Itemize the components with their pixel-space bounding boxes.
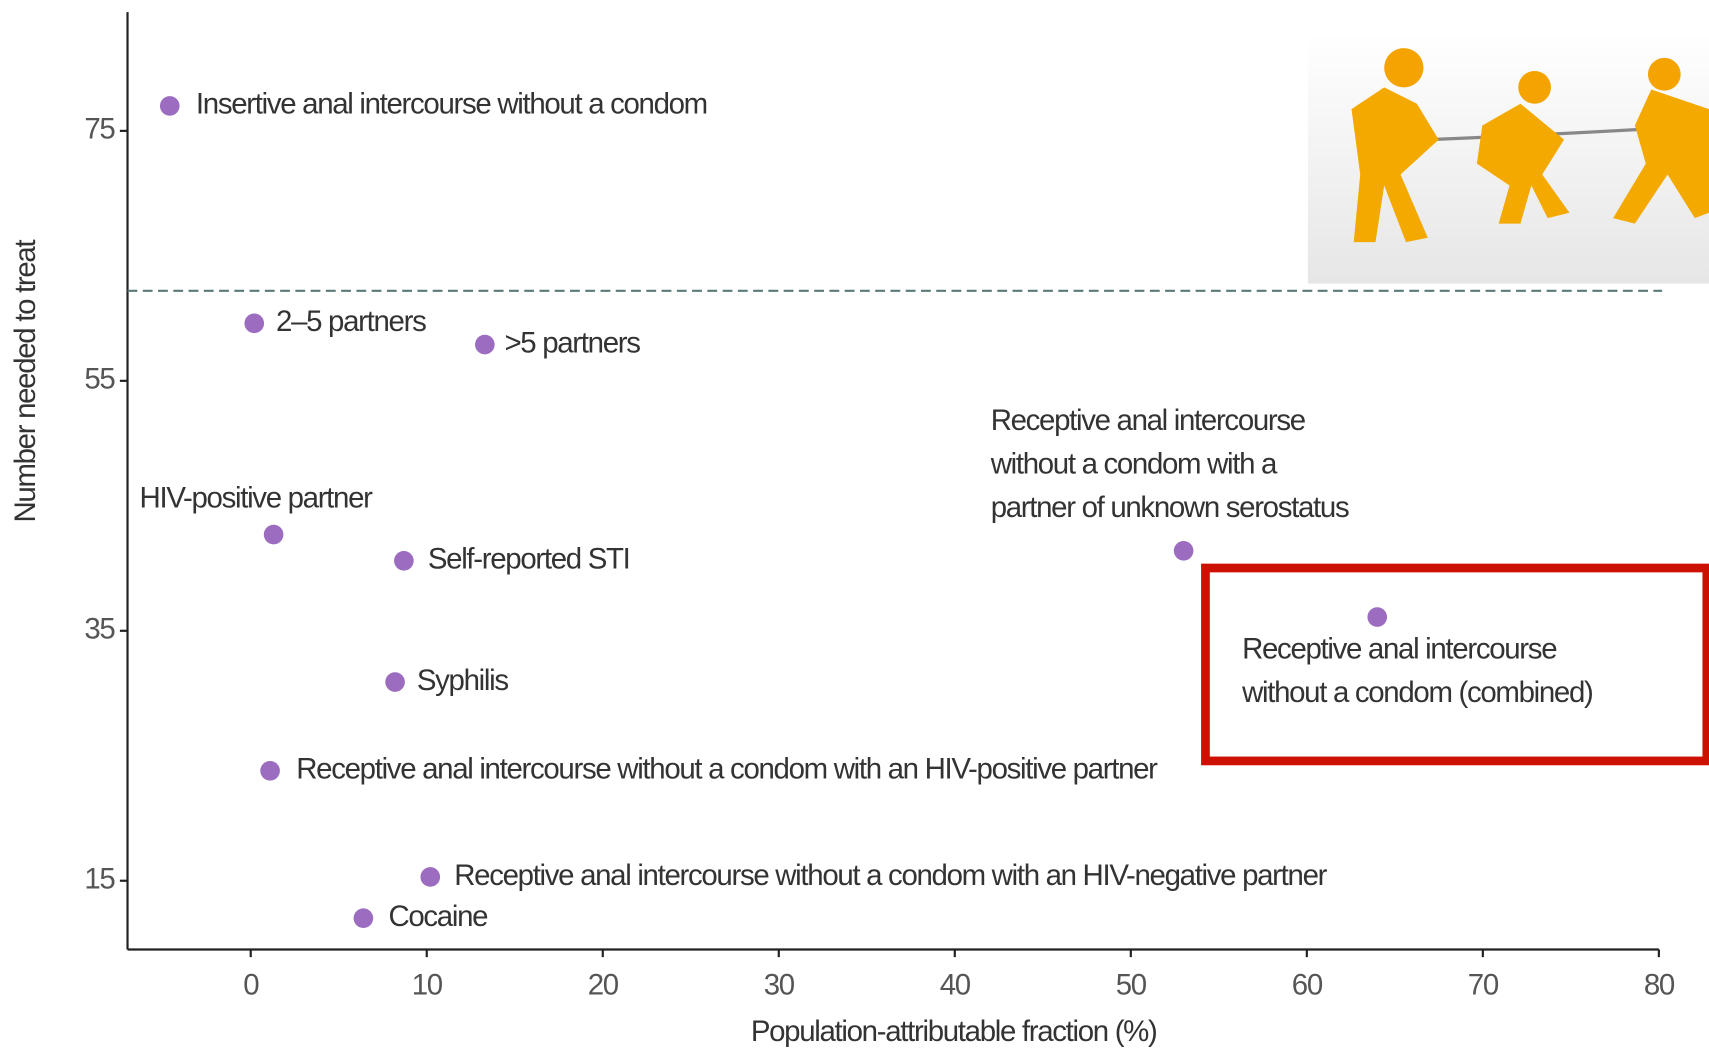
x-tick-label: 40 [940, 968, 971, 1001]
x-axis-label: Population-attributable fraction (%) [751, 1015, 1157, 1048]
point-label: >5 partners [504, 326, 640, 359]
point [394, 551, 414, 571]
point [160, 96, 180, 116]
illustration [1308, 33, 1709, 284]
point-label: Self-reported STI [428, 543, 630, 576]
x-tick-label: 10 [412, 968, 443, 1001]
x-tick-label: 70 [1468, 968, 1499, 1001]
y-tick-label: 75 [84, 113, 115, 146]
y-tick-label: 15 [84, 863, 115, 896]
point-label: Insertive anal intercourse without a con… [196, 88, 707, 121]
point [260, 761, 280, 781]
point [475, 335, 495, 355]
point-label: without a condom (combined) [1241, 676, 1592, 709]
point [1367, 607, 1387, 627]
x-tick-label: 0 [243, 968, 259, 1001]
point-label: partner of unknown serostatus [991, 491, 1349, 524]
point-label: Receptive anal intercourse [991, 404, 1306, 437]
point [1174, 541, 1194, 561]
point [385, 672, 405, 692]
point [354, 908, 374, 928]
x-tick-label: 20 [588, 968, 619, 1001]
x-tick-label: 60 [1292, 968, 1323, 1001]
point-label: without a condom with a [990, 448, 1278, 481]
point-label: Cocaine [388, 900, 488, 933]
y-axis-label: Number needed to treat [9, 240, 42, 523]
point-label: Syphilis [417, 664, 508, 697]
x-tick-label: 80 [1644, 968, 1675, 1001]
point-label: HIV-positive partner [140, 481, 374, 514]
y-tick-label: 55 [84, 363, 115, 396]
x-tick-label: 30 [764, 968, 795, 1001]
chart: Number needed to treat Population-attrib… [0, 0, 1709, 1051]
point-label: Receptive anal intercourse without a con… [454, 859, 1327, 892]
x-tick-label: 50 [1116, 968, 1147, 1001]
point [420, 867, 440, 887]
point-label: Receptive anal intercourse [1242, 633, 1557, 666]
y-tick-label: 35 [84, 613, 115, 646]
point [244, 314, 264, 334]
point-label: Receptive anal intercourse without a con… [296, 753, 1158, 786]
point-label: 2–5 partners [276, 305, 426, 338]
point [264, 525, 284, 545]
